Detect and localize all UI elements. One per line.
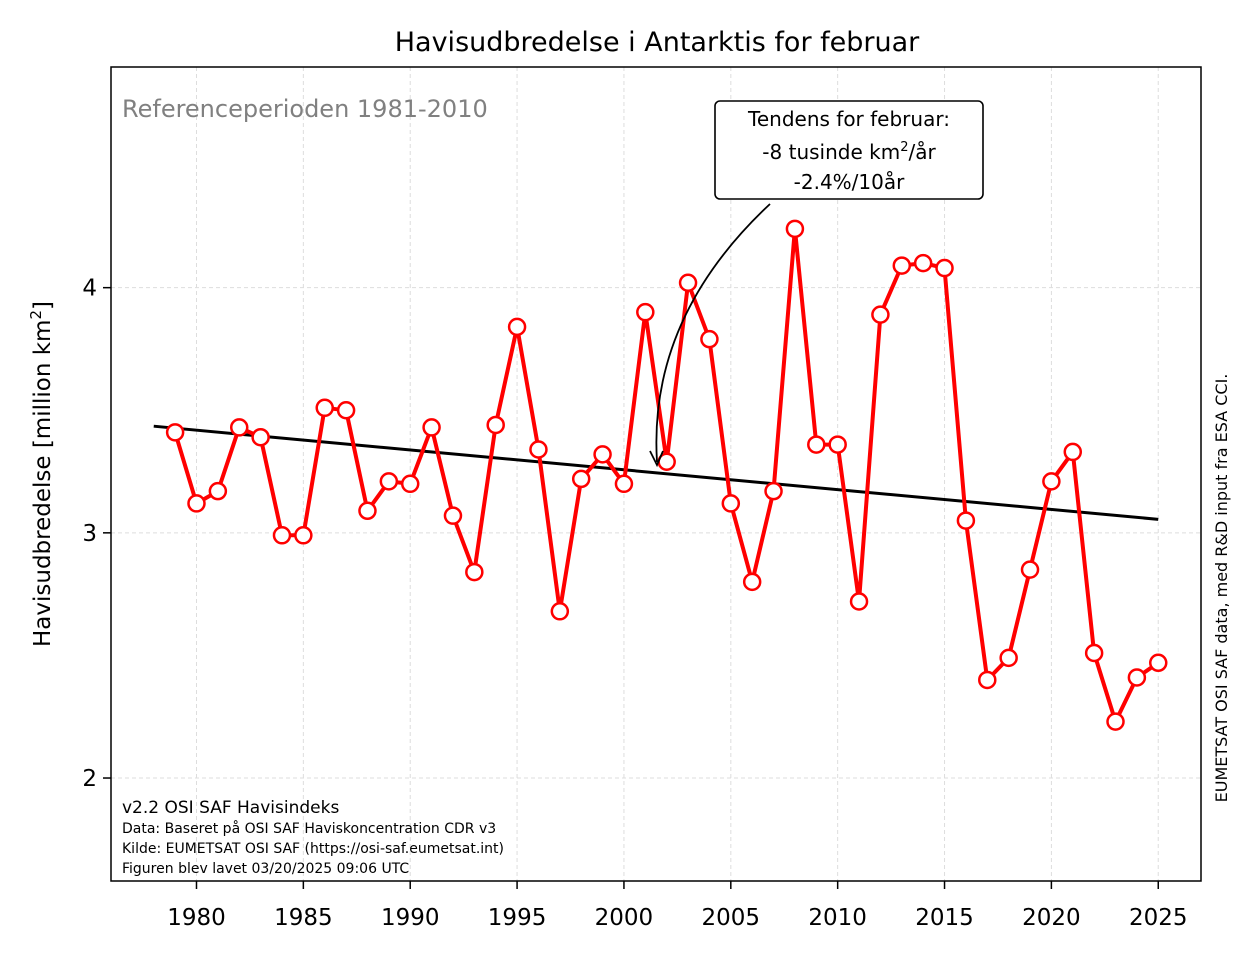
- x-tick-label: 2020: [1022, 905, 1081, 931]
- data-point: [807, 435, 826, 454]
- y-axis: 2 3 4: [82, 276, 111, 792]
- data-point: [721, 494, 741, 513]
- data-point: [999, 648, 1018, 668]
- x-tick-label: 2015: [915, 905, 974, 931]
- data-point: [1042, 472, 1061, 491]
- credits-version: v2.2 OSI SAF Havisindeks: [122, 798, 339, 818]
- data-point: [956, 511, 976, 530]
- x-tick-label: 1990: [381, 905, 440, 931]
- y-tick-label: 2: [82, 766, 97, 792]
- data-point: [828, 435, 847, 454]
- data-point: [935, 258, 954, 278]
- x-tick-label: 1995: [488, 905, 547, 931]
- x-axis: 1980 1985 1990 1995 2000 2005 2010 2015 2020 2025: [167, 881, 1188, 931]
- data-point: [486, 415, 505, 435]
- trend-annotation-line3: -2.4%/10år: [794, 170, 905, 194]
- trend-line: [153, 424, 1159, 521]
- data-point: [465, 562, 484, 582]
- data-point: [978, 670, 997, 690]
- data-point: [1127, 668, 1147, 687]
- data-point: [892, 256, 912, 275]
- credits-source: Kilde: EUMETSAT OSI SAF (https://osi-saf…: [122, 841, 504, 857]
- data-point: [700, 329, 719, 349]
- data-point: [529, 440, 548, 459]
- data-point: [165, 423, 185, 442]
- y-tick-label: 3: [82, 521, 97, 547]
- trend-annotation-box: [714, 100, 984, 200]
- data-point: [272, 526, 292, 545]
- data-point: [336, 401, 356, 420]
- plot-frame: [110, 66, 1202, 882]
- data-point: [294, 526, 313, 545]
- chart-title: Havisudbredelse i Antarktis for februar: [395, 27, 920, 58]
- x-tick-label: 2005: [702, 905, 761, 931]
- trend-annotation-line2: -8 tusinde km2/år: [762, 140, 936, 164]
- trend-annotation-arrowhead: [649, 450, 664, 468]
- data-point: [507, 317, 527, 337]
- credits-data: Data: Baseret på OSI SAF Haviskoncentrat…: [122, 820, 496, 837]
- data-point: [785, 219, 805, 239]
- data-point: [871, 305, 890, 324]
- data-point: [400, 474, 420, 494]
- trend-line-group: [153, 424, 1159, 521]
- y-axis-label: Havisudbredelse [million km2]: [27, 301, 56, 647]
- data-point: [571, 469, 591, 489]
- data-point: [1063, 442, 1083, 462]
- data-point: [636, 302, 655, 322]
- data-point: [614, 474, 634, 494]
- right-side-label: EUMETSAT OSI SAF data, med R&D input fra…: [1212, 374, 1231, 803]
- data-point: [764, 481, 783, 501]
- data-point: [678, 273, 698, 293]
- data-point: [422, 418, 441, 437]
- x-tick-label: 2025: [1129, 905, 1188, 931]
- data-point: [379, 472, 399, 491]
- series-group: [165, 219, 1168, 731]
- data-point: [1149, 653, 1168, 673]
- data-point: [443, 506, 463, 525]
- data-point: [849, 592, 869, 611]
- x-tick-label: 2000: [595, 905, 654, 931]
- credits-created: Figuren blev lavet 03/20/2025 09:06 UTC: [122, 861, 409, 877]
- trend-annotation-arrow: [655, 203, 771, 463]
- x-tick-label: 1985: [274, 905, 333, 931]
- data-point: [358, 501, 377, 521]
- y-tick-label: 4: [82, 276, 97, 302]
- data-point: [229, 418, 249, 437]
- data-point: [1106, 712, 1125, 731]
- data-point: [593, 445, 612, 464]
- data-point: [208, 481, 228, 501]
- data-point: [315, 398, 334, 418]
- trend-annotation-line1: Tendens for februar:: [747, 107, 950, 131]
- data-point: [742, 572, 762, 592]
- x-tick-label: 2010: [808, 905, 867, 931]
- data-point: [550, 602, 570, 621]
- data-point: [1084, 643, 1104, 663]
- x-tick-label: 1980: [167, 905, 226, 931]
- data-point: [251, 427, 270, 447]
- data-point: [1020, 560, 1040, 579]
- data-point: [913, 253, 933, 273]
- reference-period-label: Referenceperioden 1981-2010: [122, 95, 488, 123]
- data-point: [187, 494, 206, 513]
